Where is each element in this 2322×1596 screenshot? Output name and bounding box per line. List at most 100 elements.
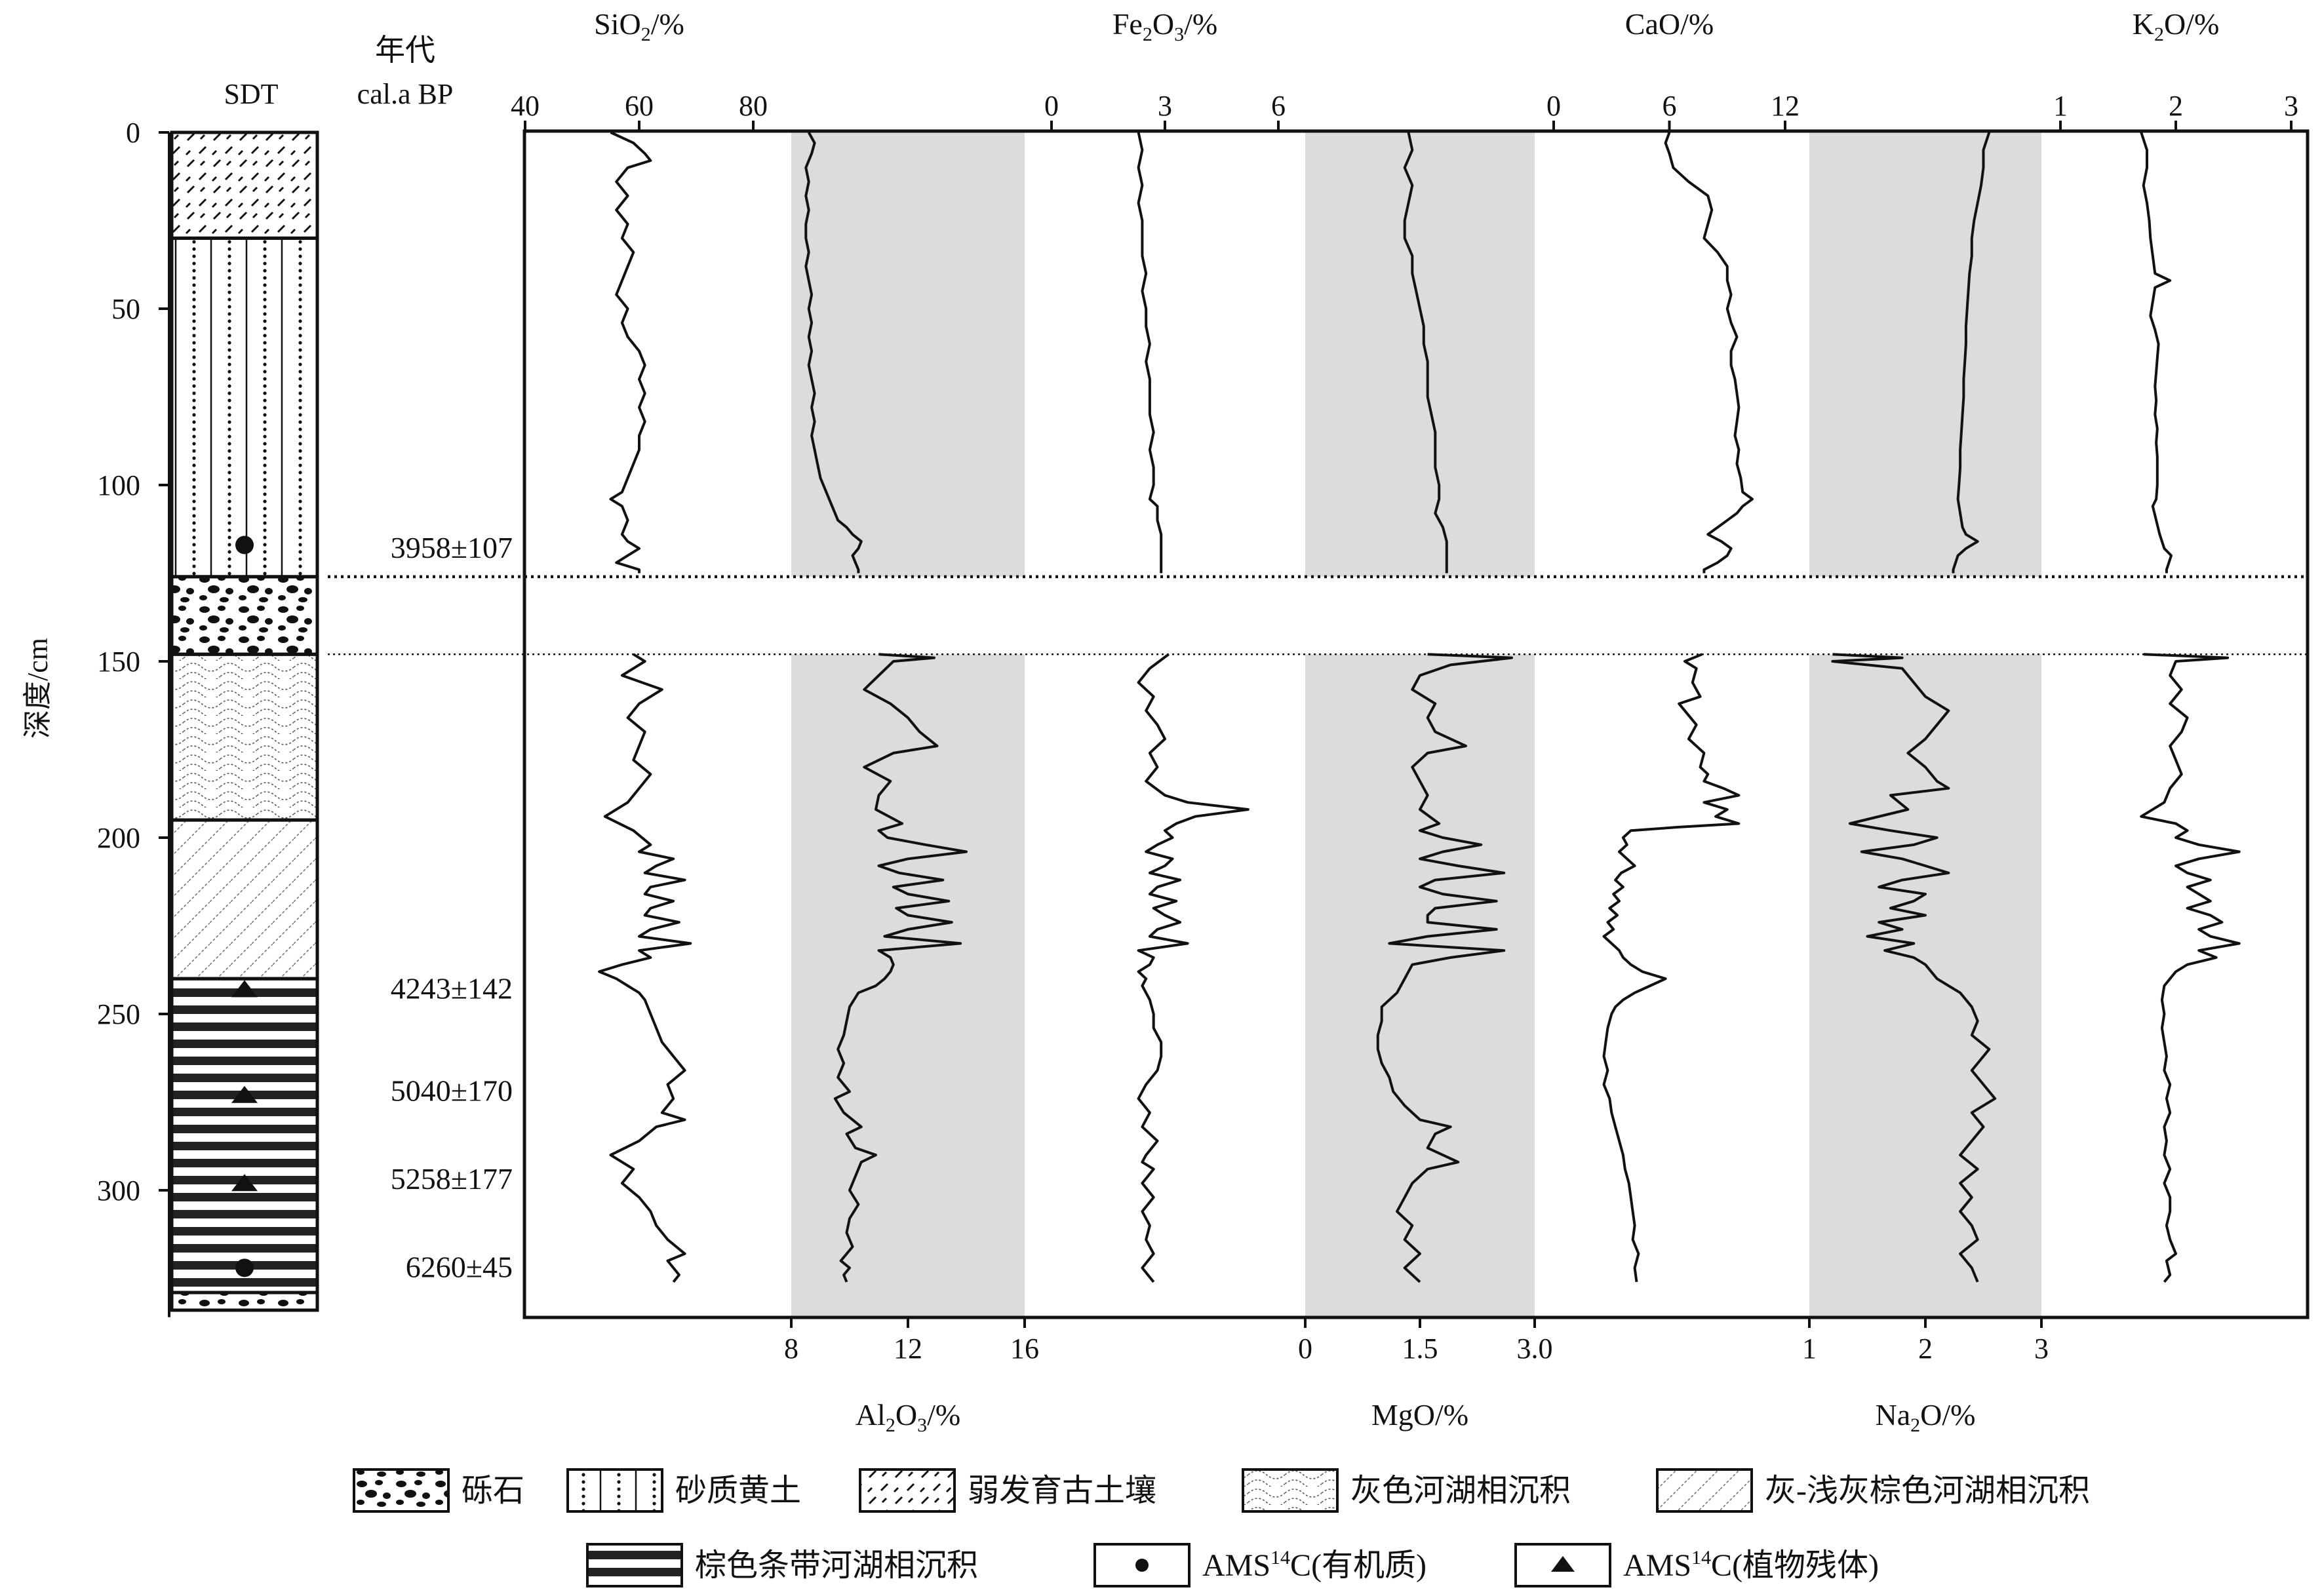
strat-unit-gravel <box>170 575 319 656</box>
legend-label: AMS14C(植物残体) <box>1623 1547 1879 1583</box>
age-label: 5258±177 <box>391 1162 513 1196</box>
plant-sample-marker <box>231 1085 258 1103</box>
age-label: 4243±142 <box>391 971 513 1005</box>
strat-unit-gravel <box>170 1291 319 1312</box>
axis-tick-label: 3 <box>2284 90 2298 122</box>
organic-sample-marker <box>235 535 254 555</box>
axis-tick-label: 3.0 <box>1517 1333 1553 1365</box>
series-line-lower <box>1602 653 1741 1283</box>
axis-tick-label: 2 <box>1918 1333 1933 1365</box>
legend-swatch <box>586 1543 683 1587</box>
shade-band <box>791 131 1025 1317</box>
legend-label: 灰-浅灰棕色河湖相沉积 <box>1765 1473 2090 1508</box>
axis-tick-label: 0 <box>1044 90 1059 122</box>
strat-unit-greybrown <box>170 818 319 981</box>
axis-tick-label: 3 <box>1158 90 1172 122</box>
strat-unit-banded <box>170 977 319 1294</box>
age-label: 5040±170 <box>391 1074 513 1107</box>
series-line-upper <box>1403 132 1448 574</box>
age-label: 3958±107 <box>391 531 513 564</box>
series-line-lower <box>833 653 968 1283</box>
depth-tick-label: 300 <box>97 1175 140 1207</box>
legend-triangle-icon <box>1551 1556 1575 1572</box>
age-labels: 3958±107 4243±142 5040±170 5258±177 6260±45 <box>391 531 513 1284</box>
axis-tick-label: 3 <box>2034 1333 2049 1365</box>
depth-axis-label: 深度/cm <box>22 638 54 739</box>
axis-tick-label: 12 <box>1771 90 1800 122</box>
stratigraphic-column <box>170 130 319 1312</box>
series-label: Na2O/% <box>1876 1398 1976 1436</box>
series-line-upper <box>1137 132 1163 574</box>
axis-tick-label: 12 <box>894 1333 922 1365</box>
plant-sample-marker <box>231 980 258 998</box>
legend-swatch <box>1242 1468 1339 1513</box>
depth-tick-label: 0 <box>126 117 140 149</box>
legend-label: 弱发育古土壤 <box>968 1473 1156 1508</box>
legend-label: AMS14C(有机质) <box>1202 1547 1427 1583</box>
series-line-upper <box>804 132 863 574</box>
axis-tick-label: 2 <box>2169 90 2183 122</box>
axis-tick-label: 8 <box>784 1333 798 1365</box>
legend-label: 砾石 <box>462 1473 524 1508</box>
plot-frame <box>522 129 2310 1319</box>
series-line-upper <box>2140 132 2173 574</box>
series-label: Al2O3/% <box>856 1398 960 1436</box>
series-line-lower <box>1831 653 1997 1283</box>
gravel-gap-band <box>524 576 2308 655</box>
series-label: CaO/% <box>1625 7 1714 41</box>
axis-tick-label: 6 <box>1271 90 1286 122</box>
legend-swatch <box>353 1468 450 1513</box>
series-line-lower <box>1376 653 1513 1283</box>
legend-label: 棕色条带河湖相沉积 <box>695 1548 978 1583</box>
strat-unit-sandyloess <box>170 236 319 579</box>
legend-swatch <box>566 1468 663 1513</box>
legend-swatch <box>1656 1468 1753 1513</box>
shaded-columns <box>524 131 2308 1317</box>
series-line-upper <box>1664 132 1754 574</box>
legend-swatch <box>859 1468 956 1513</box>
series-label: SiO2/% <box>594 7 684 45</box>
series-line-lower <box>2140 653 2241 1283</box>
axis-tick-label: 1 <box>2053 90 2068 122</box>
depth-axis: 0 50 100 150 200 250 300 <box>97 117 170 1317</box>
geochem-curves <box>598 131 2241 1283</box>
axis-tick-label: 80 <box>739 90 768 122</box>
plant-sample-marker <box>231 1174 258 1192</box>
series-label: Fe2O3/% <box>1112 7 1217 45</box>
shade-band <box>1809 131 2041 1317</box>
age-column-header-line2: cal.a BP <box>357 78 454 110</box>
axis-tick-label: 0 <box>1546 90 1561 122</box>
legend-label: 灰色河湖相沉积 <box>1350 1473 1571 1508</box>
axis-tick-label: 40 <box>511 90 540 122</box>
legend-label: 砂质黄土 <box>675 1473 801 1508</box>
axis-tick-label: 16 <box>1010 1333 1039 1365</box>
age-column-header-line1: 年代 <box>375 33 435 67</box>
axis-tick-label: 0 <box>1298 1333 1312 1365</box>
series-label: MgO/% <box>1371 1398 1468 1431</box>
depth-tick-label: 100 <box>97 469 140 501</box>
organic-sample-marker <box>235 1258 254 1277</box>
series-line-lower <box>1137 653 1250 1283</box>
axis-tick-label: 1.5 <box>1402 1333 1438 1365</box>
gap-lines <box>328 575 2308 655</box>
legend-dot-icon <box>1135 1559 1149 1572</box>
depth-tick-label: 50 <box>111 293 140 325</box>
axis-tick-label: 60 <box>625 90 654 122</box>
series-line-lower <box>598 653 692 1283</box>
series-line-upper <box>1952 132 1991 574</box>
depth-tick-label: 250 <box>97 998 140 1030</box>
strat-unit-weakpaleosol <box>170 130 319 240</box>
axis-tick-label: 6 <box>1663 90 1677 122</box>
series-label: K2O/% <box>2133 7 2220 45</box>
depth-tick-label: 200 <box>97 822 140 854</box>
strat-unit-grey <box>170 652 319 822</box>
age-label: 6260±45 <box>406 1250 513 1283</box>
depth-tick-label: 150 <box>97 646 140 678</box>
series-line-upper <box>609 131 652 574</box>
strat-column-header: SDT <box>224 78 278 110</box>
axis-tick-label: 1 <box>1802 1333 1817 1365</box>
